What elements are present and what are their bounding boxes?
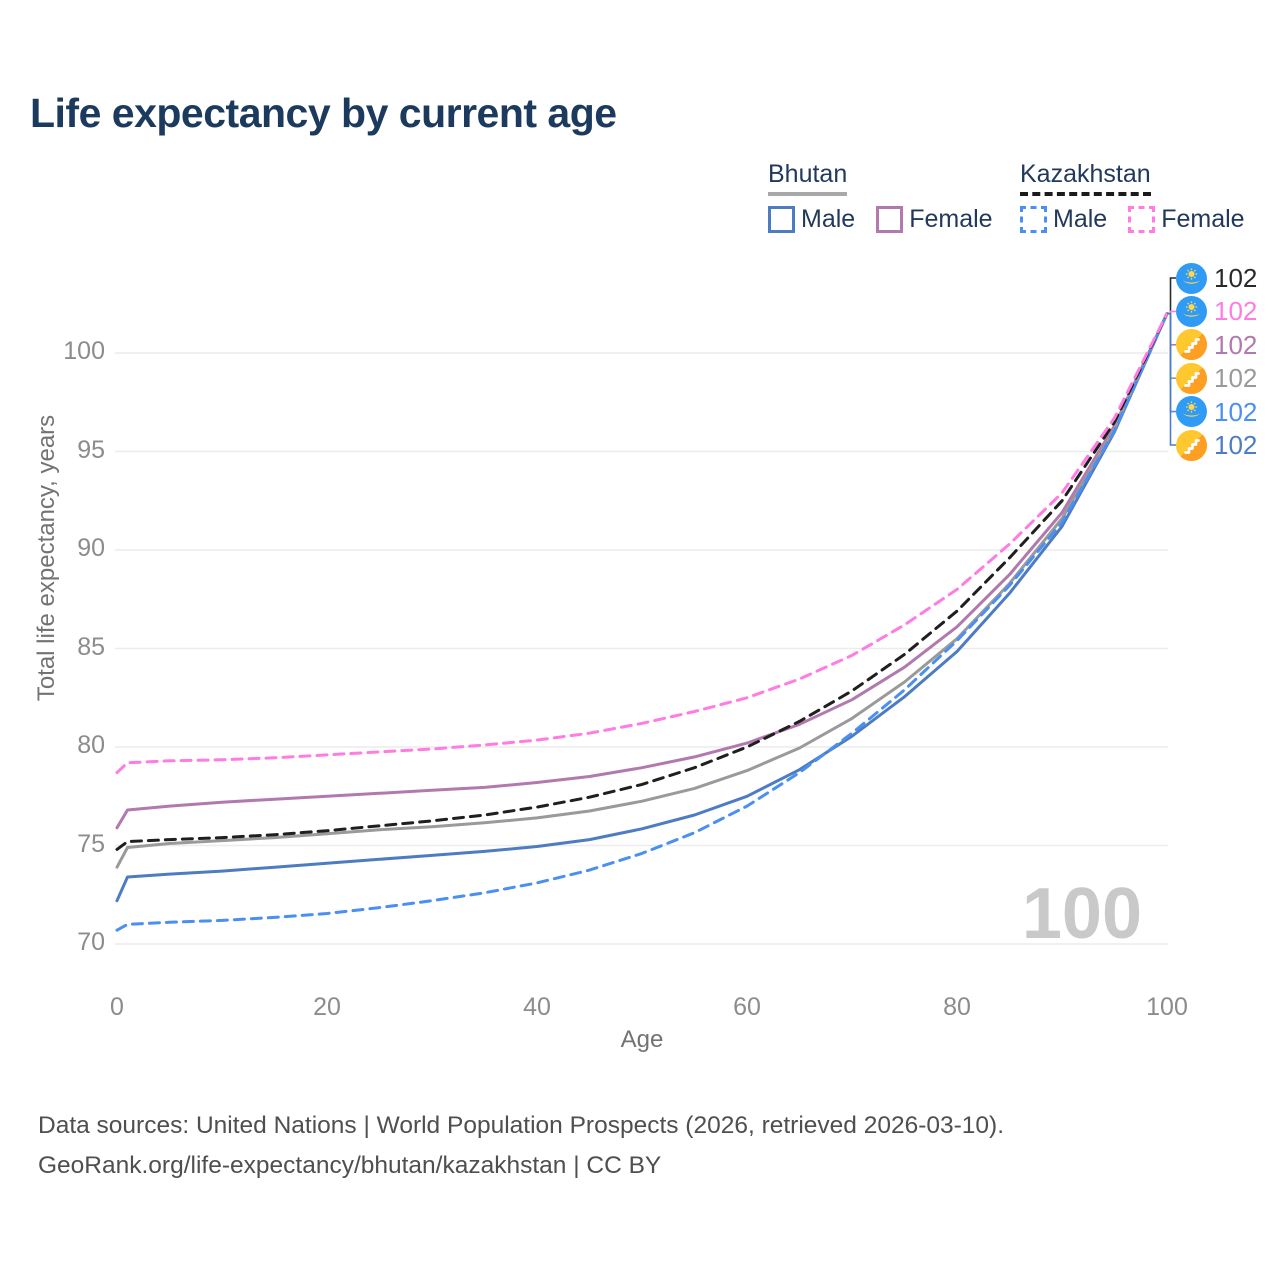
- legend-item-bhutan-male[interactable]: Male: [768, 205, 855, 234]
- y-tick-label: 70: [77, 928, 105, 956]
- end-value-badge-bhutan-female: 102: [1176, 329, 1257, 361]
- end-value-badge-bhutan-both-sexes: 102: [1176, 362, 1257, 394]
- bhutan-male-swatch-icon: [768, 206, 795, 233]
- end-value-badge-kazakhstan-male: 102: [1176, 396, 1257, 428]
- bhutan-flag-icon: [1176, 429, 1207, 461]
- end-value-label: 102: [1214, 430, 1258, 460]
- legend-item-label: Male: [801, 205, 856, 233]
- y-axis-title: Total life expectancy, years: [33, 414, 60, 702]
- attribution-link[interactable]: GeoRank.org/life-expectancy/bhutan/kazak…: [38, 1152, 662, 1179]
- x-tick-label: 40: [523, 993, 551, 1021]
- x-tick-label: 20: [313, 993, 341, 1021]
- y-tick-label: 100: [63, 337, 105, 365]
- series-connector: [1167, 312, 1176, 446]
- legend-item-kazakhstan-male[interactable]: Male: [1020, 205, 1107, 234]
- legend-country-kazakhstan[interactable]: Kazakhstan: [1020, 160, 1151, 196]
- bhutan-flag-icon: [1176, 329, 1207, 361]
- y-tick-label: 90: [77, 534, 105, 562]
- footer: Data sources: United Nations | World Pop…: [38, 1106, 1004, 1186]
- y-tick-label: 75: [77, 829, 105, 858]
- legend-item-kazakhstan-female[interactable]: Female: [1128, 205, 1245, 234]
- legend-item-bhutan-female[interactable]: Female: [876, 205, 993, 234]
- x-axis-title: Age: [620, 1026, 664, 1053]
- kazakhstan-flag-icon: [1176, 262, 1207, 294]
- series-connector: [1167, 312, 1176, 380]
- series-connector: [1167, 312, 1176, 346]
- end-value-label: 102: [1214, 396, 1258, 427]
- page-title: Life expectancy by current age: [30, 90, 617, 136]
- end-value-badge-bhutan-male: 102: [1176, 429, 1257, 461]
- series-connector: [1167, 277, 1176, 315]
- legend-item-label: Male: [1053, 205, 1108, 233]
- series-line-bhutan-female: [115, 312, 1169, 830]
- legend-item-label: Female: [909, 205, 993, 233]
- series-line-kazakhstan-male: [115, 312, 1169, 932]
- age-counter-watermark: 100: [1021, 874, 1142, 954]
- kazakhstan-flag-icon: [1176, 396, 1207, 428]
- end-value-label: 102: [1214, 263, 1258, 293]
- bhutan-flag-icon: [1176, 362, 1207, 394]
- y-tick-label: 85: [77, 632, 105, 661]
- legend-group-kazakhstan: Kazakhstan Male Female: [1020, 160, 1266, 234]
- end-value-label: 102: [1214, 329, 1258, 360]
- series-connector: [1167, 312, 1176, 413]
- kazakhstan-flag-icon: [1176, 295, 1207, 327]
- legend-items-bhutan: Male Female: [768, 205, 1014, 234]
- kazakhstan-female-swatch-icon: [1128, 206, 1156, 233]
- legend-item-label: Female: [1161, 205, 1245, 233]
- end-value-label: 102: [1214, 296, 1258, 327]
- bhutan-female-swatch-icon: [876, 206, 904, 233]
- end-value-label: 102: [1214, 363, 1258, 394]
- series-line-kazakhstan-female: [115, 312, 1169, 775]
- series-line-bhutan-male: [115, 312, 1169, 903]
- legend-items-kazakhstan: Male Female: [1020, 205, 1266, 234]
- legend-country-bhutan[interactable]: Bhutan: [768, 160, 848, 196]
- legend-group-bhutan: Bhutan Male Female: [768, 160, 1014, 234]
- y-tick-label: 95: [77, 435, 105, 464]
- data-sources-text: Data sources: United Nations | World Pop…: [38, 1112, 1005, 1139]
- y-tick-label: 80: [77, 731, 105, 759]
- end-value-badge-kazakhstan-both-sexes: 102: [1176, 262, 1257, 294]
- x-tick-label: 100: [1146, 993, 1188, 1021]
- x-tick-label: 0: [110, 993, 124, 1021]
- x-tick-label: 80: [943, 993, 971, 1021]
- end-value-badge-kazakhstan-female: 102: [1176, 295, 1257, 327]
- x-tick-label: 60: [733, 993, 761, 1021]
- kazakhstan-male-swatch-icon: [1020, 206, 1047, 233]
